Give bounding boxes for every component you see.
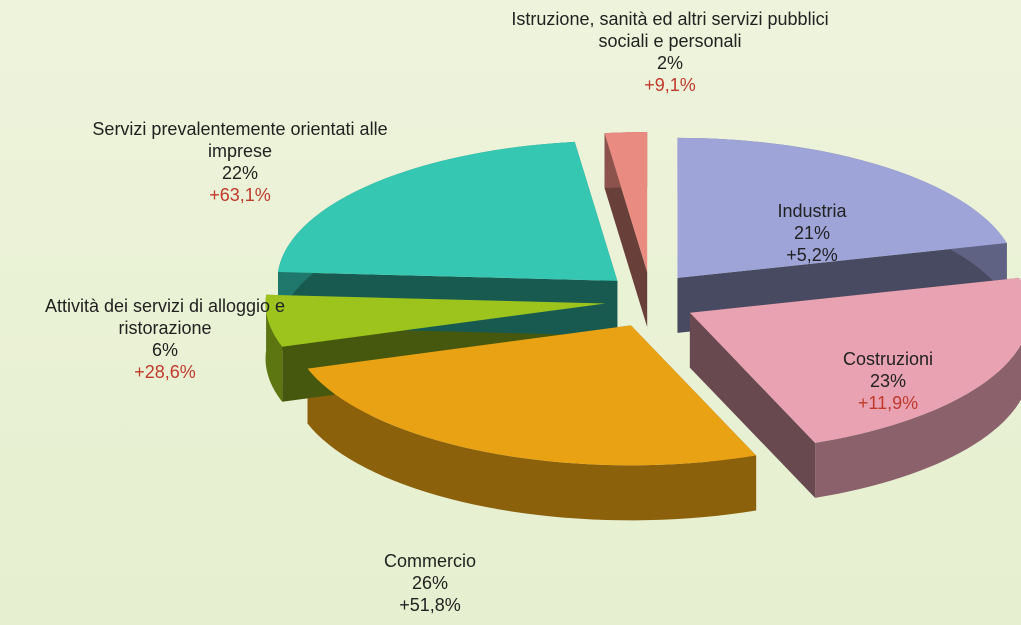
category-label: Istruzione, sanità ed altri servizi pubb… <box>511 9 829 51</box>
slice-label: Servizi prevalentemente orientati alle i… <box>60 118 420 206</box>
slice-label: Costruzioni 23% +11,9% <box>808 348 968 414</box>
slice-label: Commercio 26% +51,8% <box>330 550 530 616</box>
slice <box>604 132 648 273</box>
change-label: +63,1% <box>209 185 271 205</box>
share-label: 21% <box>793 223 831 243</box>
category-label: Attività dei servizi di alloggio e risto… <box>44 296 286 338</box>
change-label: +28,6% <box>134 362 196 382</box>
slice <box>307 325 757 466</box>
slice-side <box>265 294 283 402</box>
share-label: 6% <box>151 340 178 360</box>
change-label: +51,8% <box>399 595 461 615</box>
share-label: 23% <box>869 371 907 391</box>
slice-side <box>307 368 757 521</box>
change-label: +11,9% <box>857 393 919 413</box>
change-label: +9,1% <box>644 75 696 95</box>
share-label: 2% <box>656 53 683 73</box>
slice <box>677 137 1007 278</box>
share-label: 26% <box>411 573 449 593</box>
slice-side <box>815 277 1021 498</box>
slice-label: Industria 21% +5,2% <box>732 200 892 266</box>
slice-side <box>689 312 816 498</box>
slice <box>278 141 618 281</box>
slice-label: Istruzione, sanità ed altri servizi pubb… <box>500 8 840 96</box>
slice <box>265 294 606 347</box>
slice <box>689 277 1021 443</box>
change-label: +5,2% <box>786 245 838 265</box>
category-label: Servizi prevalentemente orientati alle i… <box>92 119 388 161</box>
share-label: 22% <box>221 163 259 183</box>
category-label: Costruzioni <box>842 349 934 369</box>
category-label: Industria <box>777 201 847 221</box>
slice-label: Attività dei servizi di alloggio e risto… <box>0 295 330 383</box>
category-label: Commercio <box>383 551 476 571</box>
